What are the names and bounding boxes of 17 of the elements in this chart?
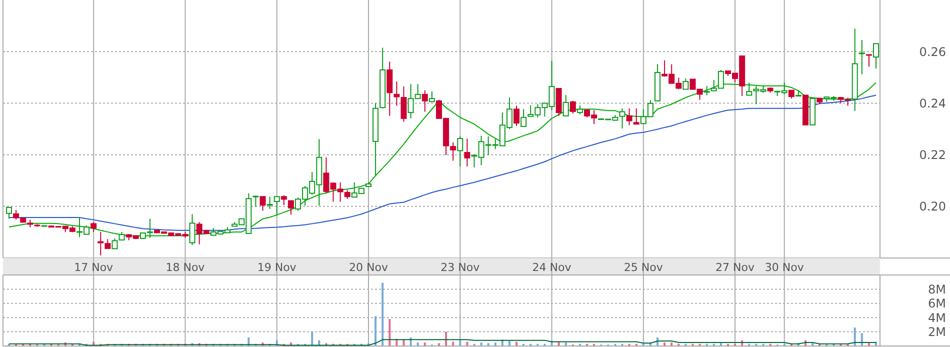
y-tick-label: 2M	[928, 325, 946, 339]
x-tick-label: 18 Nov	[166, 261, 206, 274]
y-tick-label: 0.20	[919, 200, 946, 214]
x-tick-label: 23 Nov	[440, 261, 480, 274]
y-tick-label: 6M	[928, 296, 946, 311]
y-tick-label: 0.22	[919, 148, 946, 162]
y-tick-label: 8M	[928, 282, 946, 296]
y-tick-label: 4M	[928, 310, 946, 325]
x-tick-label: 24 Nov	[532, 261, 572, 274]
x-tick-label: 30 Nov	[764, 261, 804, 274]
y-tick-label: 0.26	[919, 44, 946, 59]
x-tick-label: 20 Nov	[349, 261, 388, 274]
x-tick-label: 27 Nov	[716, 261, 755, 274]
y-tick-label: 0.24	[919, 96, 946, 110]
x-tick-label: 19 Nov	[257, 261, 297, 274]
x-tick-label: 25 Nov	[624, 261, 664, 274]
x-tick-label: 17 Nov	[74, 261, 114, 274]
